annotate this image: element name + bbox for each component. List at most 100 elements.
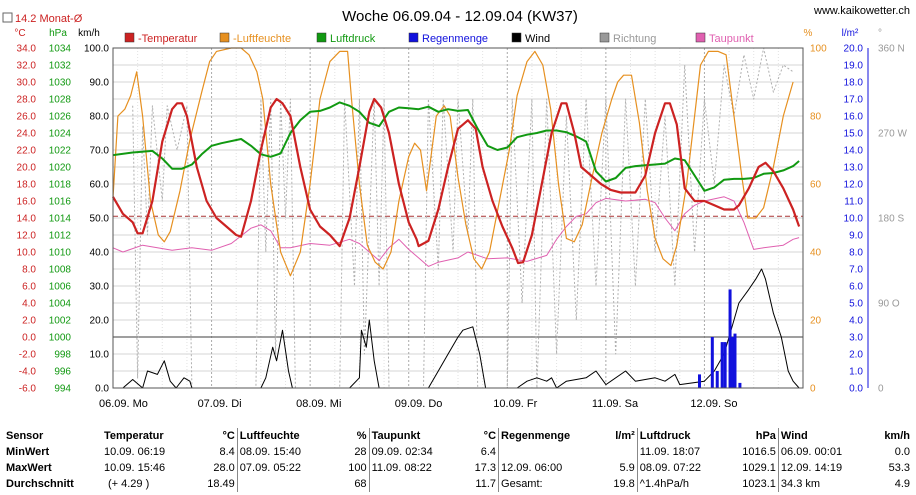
- rain-tick-label: 4.0: [849, 316, 863, 327]
- rain-bar: [728, 289, 732, 388]
- rain-tick-label: 0.0: [849, 384, 863, 395]
- legend-swatch: [316, 32, 327, 43]
- temp-tick-label: 24.0: [17, 129, 37, 140]
- rain-tick-label: 3.0: [849, 333, 863, 344]
- legend-label: -Temperatur: [138, 33, 198, 45]
- stats-hum-time: [236, 476, 339, 492]
- rain-tick-label: 16.0: [844, 112, 864, 123]
- temp-tick-label: 32.0: [17, 61, 37, 72]
- pressure-tick-label: 1022: [49, 146, 72, 157]
- pressure-tick-label: 1008: [49, 265, 72, 276]
- temp-tick-label: 30.0: [17, 78, 37, 89]
- stats-press-time: ^1.4hPa/h: [636, 476, 732, 492]
- stats-wind-value: 4.9: [894, 478, 910, 490]
- pressure-unit-label: hPa: [49, 28, 67, 39]
- stats-rain-value: [604, 444, 637, 460]
- rain-tick-label: 1.0: [849, 367, 863, 378]
- temp-tick-label: 12.0: [17, 231, 37, 242]
- pressure-tick-label: 1032: [49, 61, 72, 72]
- pressure-tick-label: 1026: [49, 112, 72, 123]
- stats-wind-time: 12.09. 14:19: [777, 460, 875, 476]
- rain-tick-label: 6.0: [849, 282, 863, 293]
- series-dewpoint: [112, 196, 800, 267]
- stats-dew-time: 11.09. 08:22: [368, 460, 468, 476]
- pressure-tick-label: 1016: [49, 197, 72, 208]
- temp-tick-label: 0.0: [22, 333, 36, 344]
- rain-tick-label: 7.0: [849, 265, 863, 276]
- stats-dew-time: [368, 476, 468, 492]
- stats-rain-time: Gesamt:: [498, 476, 605, 492]
- legend-label: Luftdruck: [330, 33, 376, 45]
- stats-rain-value: 5.9: [619, 462, 635, 474]
- stats-header-press: Luftdruck: [636, 428, 732, 444]
- rain-tick-label: 19.0: [844, 61, 864, 72]
- stats-temp-value: 18.49: [207, 478, 235, 490]
- stats-rain-time: 12.09. 06:00: [498, 460, 605, 476]
- stats-dew-value: 11.7: [475, 478, 497, 490]
- wind-tick-label: 70.0: [90, 146, 110, 157]
- pressure-tick-label: 1000: [49, 333, 72, 344]
- legend-swatch: [511, 32, 522, 43]
- chart-title: Woche 06.09.04 - 12.09.04 (KW37): [342, 8, 578, 25]
- pressure-tick-label: 1030: [49, 78, 72, 89]
- wind-tick-label: 40.0: [90, 248, 110, 259]
- legend-label: Regenmenge: [422, 33, 488, 45]
- grid: [112, 47, 804, 389]
- wind-tick-label: 80.0: [90, 112, 110, 123]
- series-pressure: [112, 101, 800, 192]
- temp-tick-label: 10.0: [17, 248, 37, 259]
- stats-hum-value: 68: [354, 478, 367, 490]
- legend-label: Wind: [525, 33, 550, 45]
- direction-unit-label: °: [878, 28, 882, 39]
- stats-press-time: 08.09. 07:22: [636, 460, 732, 476]
- stats-header-wind-unit: km/h: [884, 430, 910, 442]
- stats-header-press-unit: hPa: [755, 430, 776, 442]
- rain-tick-label: 10.0: [844, 214, 864, 225]
- direction-tick-label: 270 W: [878, 129, 907, 140]
- pressure-tick-label: 1002: [49, 316, 72, 327]
- stats-header-sensor: Sensor: [6, 430, 44, 442]
- rain-tick-label: 12.0: [844, 180, 864, 191]
- wind-unit-label: km/h: [78, 28, 100, 39]
- rain-tick-label: 18.0: [844, 78, 864, 89]
- stats-row-min: MinWert 10.09. 06:19 8.4 08.09. 15:40 28…: [4, 444, 912, 460]
- stats-header-temp-unit: °C: [222, 430, 235, 442]
- wind-tick-label: 60.0: [90, 180, 110, 191]
- pressure-tick-label: 994: [54, 384, 71, 395]
- pressure-tick-label: 1018: [49, 180, 72, 191]
- pressure-tick-label: 996: [54, 367, 71, 378]
- humidity-tick-label: 60: [810, 180, 822, 191]
- series-temperature: [112, 97, 801, 265]
- humidity-tick-label: 100: [810, 44, 827, 55]
- pressure-tick-label: 1006: [49, 282, 72, 293]
- rain-bar: [720, 342, 724, 388]
- temp-tick-label: 16.0: [17, 197, 37, 208]
- stats-temp-value: 8.4: [219, 446, 235, 458]
- stats-wind-value: 0.0: [894, 446, 910, 458]
- temp-tick-label: -4.0: [19, 367, 37, 378]
- temp-tick-label: 22.0: [17, 146, 37, 157]
- pressure-tick-label: 1034: [49, 44, 72, 55]
- stats-hum-time: 07.09. 05:22: [236, 460, 339, 476]
- wind-tick-label: 10.0: [90, 350, 110, 361]
- monthly-avg-marker-icon: [2, 12, 13, 23]
- wind-tick-label: 100.0: [84, 44, 109, 55]
- temp-tick-label: -6.0: [19, 384, 37, 395]
- stats-wind-time: 06.09. 00:01: [777, 444, 875, 460]
- wind-tick-label: 90.0: [90, 78, 110, 89]
- chart-legend: -Temperatur -Luftfeuchte Luftdruck Regenmen…: [124, 32, 754, 45]
- rain-bar: [733, 333, 737, 388]
- stats-header-row: Sensor Temperatur °C Luftfeuchte % Taupu…: [4, 428, 912, 444]
- rain-tick-label: 14.0: [844, 146, 864, 157]
- legend-label: Richtung: [613, 33, 656, 45]
- legend-swatch: [124, 32, 135, 43]
- stats-header-rain: Regenmenge: [498, 428, 605, 444]
- stats-header-hum-unit: %: [356, 430, 367, 442]
- monthly-avg-label: 14.2 Monat-Ø: [15, 13, 83, 25]
- x-tick-label: 11.09. Sa: [592, 398, 639, 410]
- stats-dew-value: 6.4: [480, 446, 497, 458]
- stats-wind-value: 53.3: [888, 462, 910, 474]
- stats-header-dew: Taupunkt: [368, 428, 468, 444]
- pressure-tick-label: 1012: [49, 231, 72, 242]
- stats-press-value: 1016.5: [742, 446, 776, 458]
